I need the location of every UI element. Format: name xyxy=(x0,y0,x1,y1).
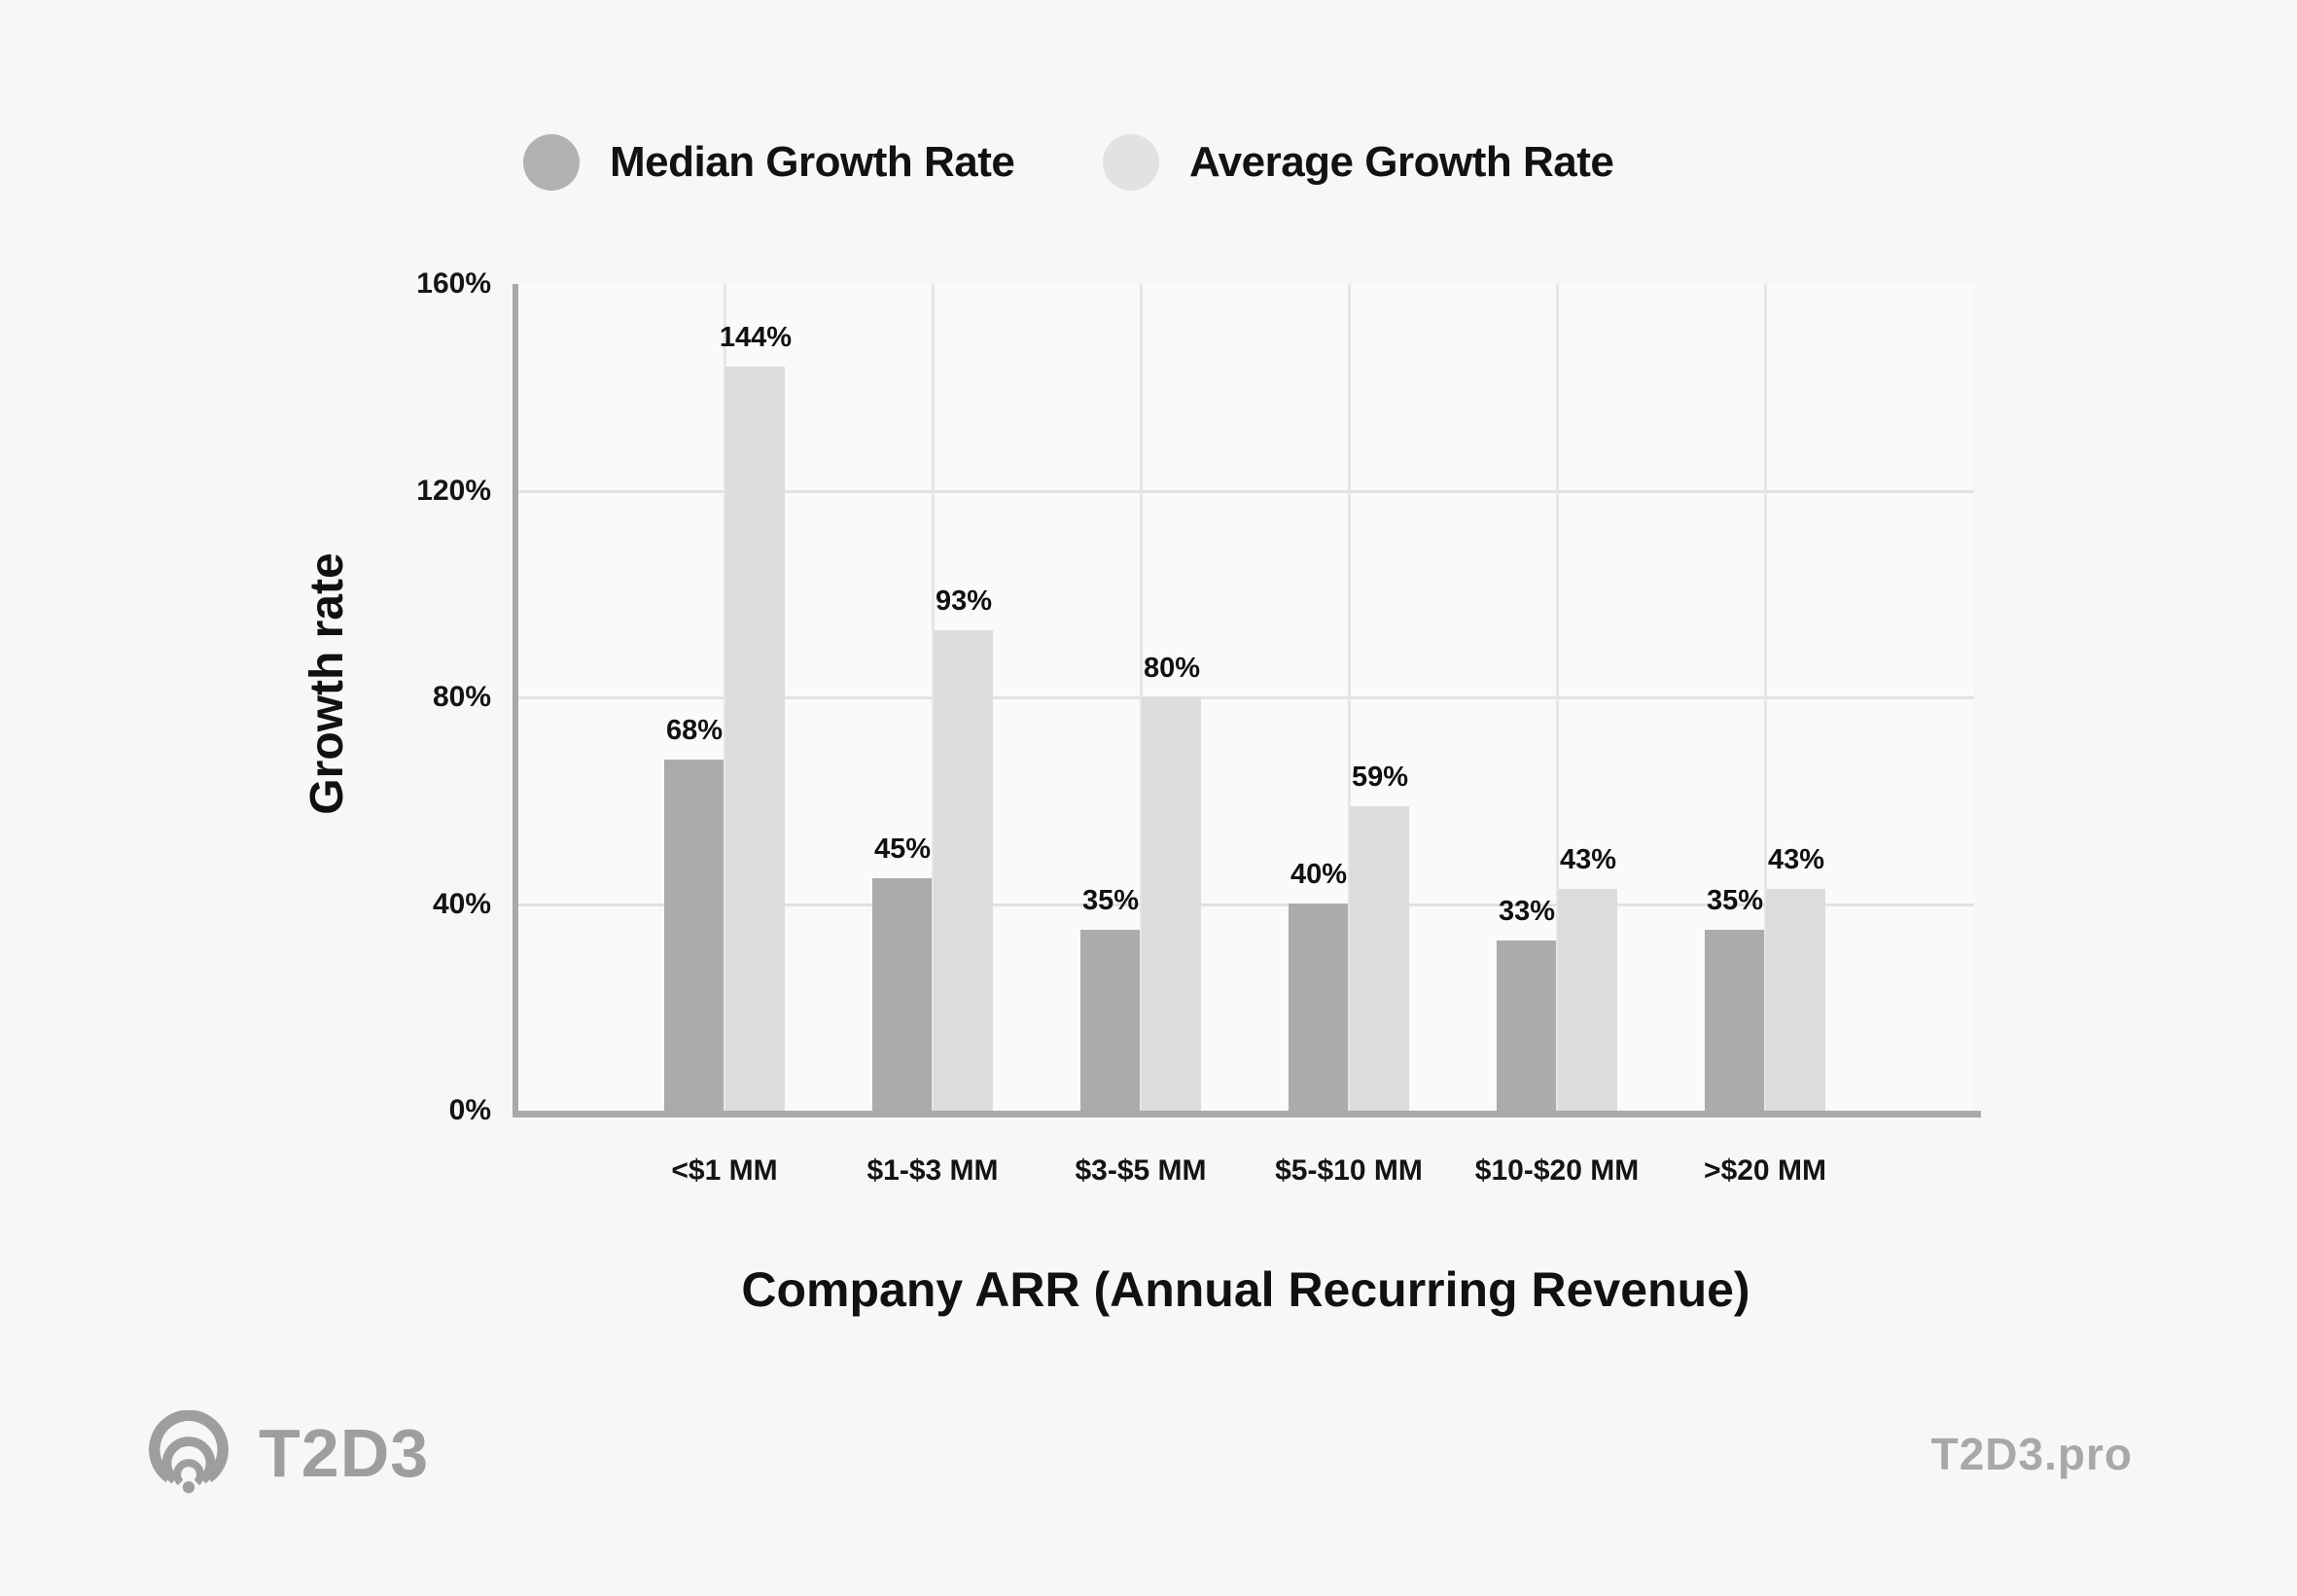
average-bar xyxy=(1558,889,1617,1111)
median-value-label: 33% xyxy=(1498,896,1556,927)
average-bar xyxy=(1766,889,1825,1111)
average-value-label: 43% xyxy=(1767,844,1825,875)
y-axis-tick-label: 120% xyxy=(416,475,491,507)
legend-item-average: Average Growth Rate xyxy=(1103,134,1614,191)
legend-average-label: Average Growth Rate xyxy=(1189,138,1614,186)
legend-item-median: Median Growth Rate xyxy=(523,134,1015,191)
median-bar xyxy=(1080,930,1140,1111)
y-axis-tick-label: 160% xyxy=(416,267,491,300)
x-axis-tick-label: >$20 MM xyxy=(1704,1154,1826,1187)
brand-logo: T2D3 xyxy=(146,1410,429,1496)
x-axis-tick-label: <$1 MM xyxy=(671,1154,778,1187)
x-axis-tick-label: $1-$3 MM xyxy=(866,1154,999,1187)
median-bar xyxy=(1497,940,1556,1111)
average-bar xyxy=(934,630,993,1111)
median-bar xyxy=(872,878,932,1111)
average-value-label: 43% xyxy=(1559,844,1617,875)
site-url: T2D3.pro xyxy=(1930,1429,2133,1479)
median-value-label: 40% xyxy=(1290,859,1348,890)
h-gridline xyxy=(518,490,1974,493)
x-axis-tick-label: $3-$5 MM xyxy=(1075,1154,1207,1187)
average-bar xyxy=(1350,806,1409,1111)
legend-average-swatch xyxy=(1103,134,1159,191)
v-gridline xyxy=(1348,284,1351,1111)
legend-median-swatch xyxy=(523,134,580,191)
average-value-label: 93% xyxy=(935,585,993,617)
median-value-label: 68% xyxy=(665,715,724,746)
y-axis-tick-label: 40% xyxy=(432,888,491,920)
x-axis-title: Company ARR (Annual Recurring Revenue) xyxy=(741,1262,1750,1317)
signal-ripples-icon xyxy=(149,1410,229,1494)
v-gridline xyxy=(1764,284,1767,1111)
y-axis-tick-label: 0% xyxy=(448,1094,491,1126)
median-value-label: 35% xyxy=(1081,885,1140,916)
y-axis-tick-label: 80% xyxy=(432,681,491,713)
y-axis-line xyxy=(512,284,518,1117)
brand-name: T2D3 xyxy=(259,1415,430,1491)
median-bar xyxy=(1705,930,1764,1111)
average-value-label: 59% xyxy=(1351,762,1409,793)
median-value-label: 35% xyxy=(1706,885,1764,916)
average-value-label: 144% xyxy=(719,322,793,353)
v-gridline xyxy=(1556,284,1559,1111)
median-value-label: 45% xyxy=(873,833,932,865)
h-gridline xyxy=(518,904,1974,906)
average-bar xyxy=(725,367,785,1111)
v-gridline xyxy=(1140,284,1143,1111)
v-gridline xyxy=(724,284,726,1111)
median-bar xyxy=(664,760,724,1111)
h-gridline xyxy=(518,696,1974,699)
average-bar xyxy=(1142,697,1201,1111)
x-axis-tick-label: $5-$10 MM xyxy=(1275,1154,1423,1187)
median-bar xyxy=(1289,904,1348,1111)
x-axis-tick-label: $10-$20 MM xyxy=(1474,1154,1640,1187)
legend-median-label: Median Growth Rate xyxy=(610,138,1015,186)
v-gridline xyxy=(932,284,935,1111)
x-axis-line xyxy=(512,1111,1981,1117)
average-value-label: 80% xyxy=(1143,653,1201,684)
